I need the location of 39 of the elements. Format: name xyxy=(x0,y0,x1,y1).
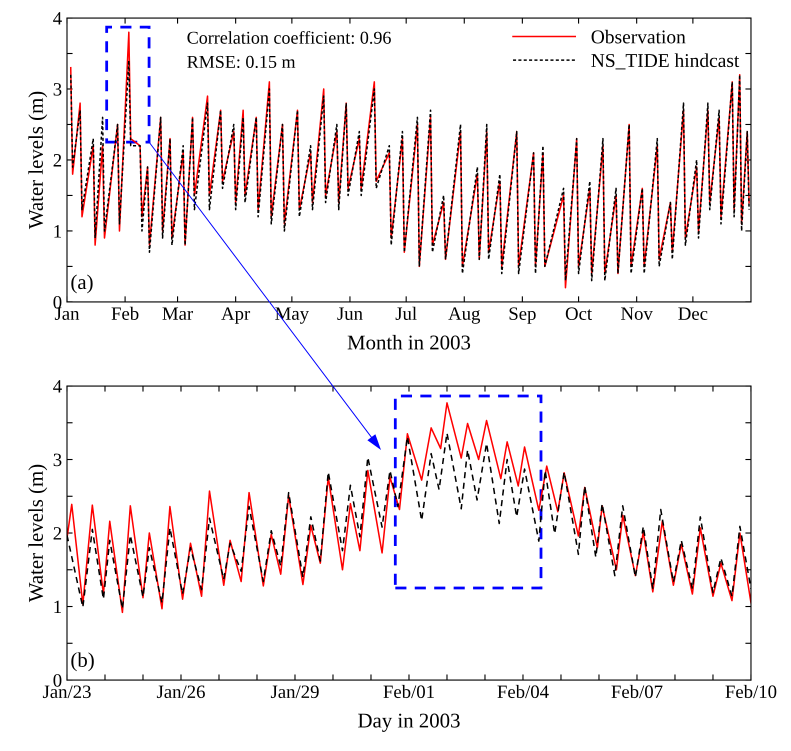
y-tick-label: 1 xyxy=(54,600,62,614)
annotation: Correlation coefficient: 0.96 xyxy=(187,30,391,44)
y-tick-label: 2 xyxy=(54,154,62,166)
x-tick-label: Jan/26 xyxy=(156,685,205,698)
y-tick-label: 3 xyxy=(54,83,62,96)
legend-label: NS_TIDE hindcast xyxy=(591,53,740,70)
x-axis-title: Day in 2003 xyxy=(358,714,460,732)
x-tick-label: Mar xyxy=(162,307,194,320)
x-tick-label: Feb xyxy=(112,306,138,320)
x-tick-label: Nov xyxy=(621,307,653,320)
y-tick-label: 4 xyxy=(53,12,62,25)
y-tick-label: 2 xyxy=(54,527,62,540)
x-tick-label: Feb/04 xyxy=(497,684,549,698)
legend-label: Observation xyxy=(592,30,686,44)
annotation: (b) xyxy=(71,652,94,672)
y-tick-label: 0 xyxy=(53,674,62,687)
x-tick-label: Sep xyxy=(510,307,536,324)
y-tick-label: 1 xyxy=(54,225,62,238)
x-tick-label: Jan xyxy=(54,307,80,320)
y-tick-label: 4 xyxy=(53,380,62,393)
x-tick-label: Apr xyxy=(221,307,250,324)
x-axis-title: Month in 2003 xyxy=(348,334,470,350)
x-tick-label: Feb/10 xyxy=(725,684,776,698)
line-series xyxy=(67,402,751,614)
x-tick-label: Oct xyxy=(566,307,592,320)
x-tick-label: Jan/29 xyxy=(270,685,319,698)
y-tick-label: 3 xyxy=(54,454,62,466)
y-tick-label: 0 xyxy=(53,296,62,309)
annotation: RMSE: 0.15 m xyxy=(187,56,296,68)
y-axis-title: Water levels (m) xyxy=(28,464,48,602)
x-tick-label: Jan/23 xyxy=(42,685,91,698)
x-tick-label: Feb/07 xyxy=(611,684,662,698)
x-tick-label: Feb/01 xyxy=(383,684,434,698)
x-tick-label: Dec xyxy=(678,307,708,320)
y-axis-title: Water levels (m) xyxy=(28,92,48,230)
x-tick-label: Jul xyxy=(396,306,417,320)
x-tick-label: Jun xyxy=(337,307,363,320)
annotation: (a) xyxy=(71,274,93,294)
x-tick-label: Aug xyxy=(448,307,480,324)
